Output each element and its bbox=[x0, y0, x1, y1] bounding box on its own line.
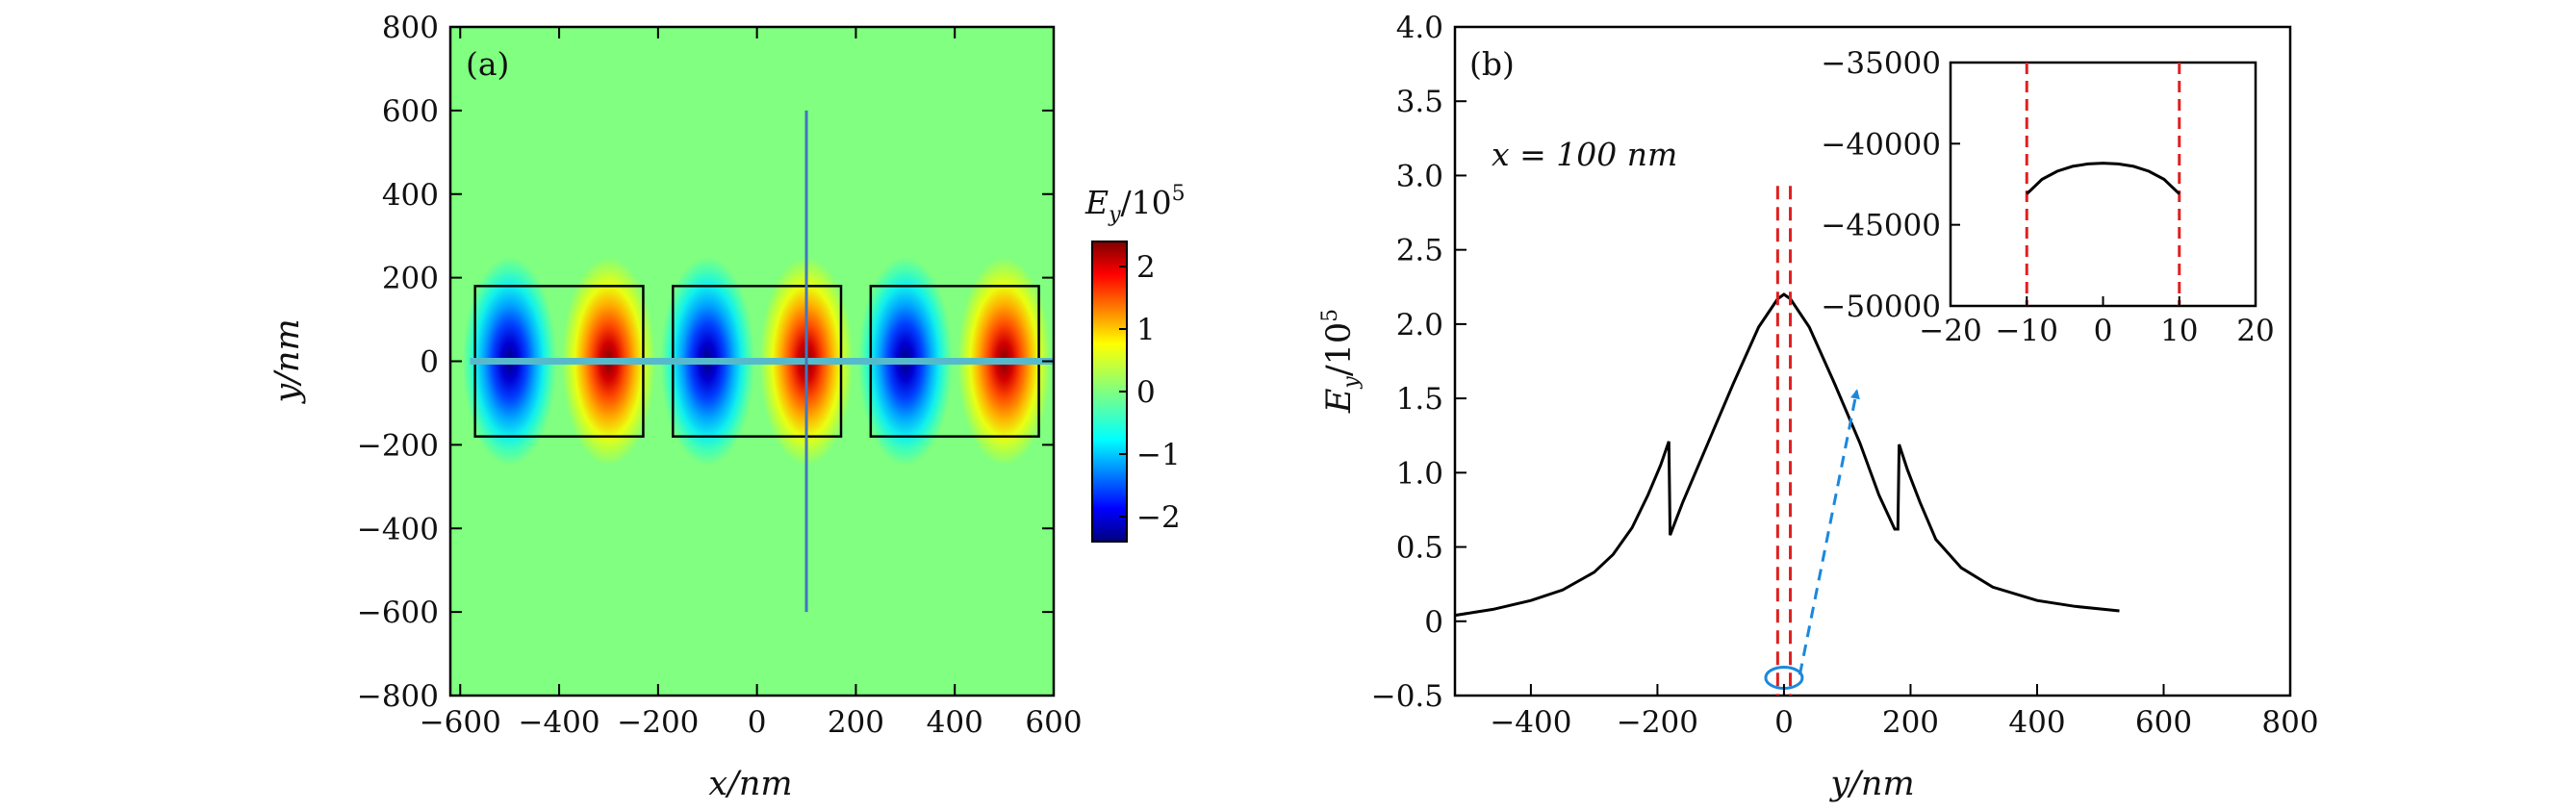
line-plot-frame bbox=[1453, 25, 2292, 697]
inset-x-tick-label: −10 bbox=[1996, 314, 2058, 348]
heatmap-area bbox=[450, 27, 1054, 696]
position-annotation: x = 100 nm bbox=[1492, 136, 1677, 173]
heatmap-x-axis-label: x/nm bbox=[708, 765, 792, 803]
inset-x-tick-label: 10 bbox=[2160, 314, 2198, 348]
x-tick-label: 600 bbox=[2135, 705, 2192, 740]
panel-b: −400 −200 0 200 400 600 800 4.03.53.02.52.01.5… bbox=[1318, 11, 2319, 803]
x-tick-label: 0 bbox=[1774, 705, 1794, 740]
y-tick-label: 0 bbox=[420, 345, 439, 380]
inset-x-tick-label: −20 bbox=[1919, 314, 1981, 348]
inset-line-series bbox=[2026, 162, 2181, 195]
line-plot-area bbox=[1455, 186, 2120, 696]
y-tick-label: −200 bbox=[357, 428, 439, 463]
inset-y-ticks: −35000 −40000 −45000 −50000 bbox=[1821, 46, 1960, 324]
y-tick-label: 800 bbox=[382, 11, 439, 45]
x-tick-label: 400 bbox=[927, 705, 983, 740]
inset-y-tick-label: −45000 bbox=[1821, 209, 1941, 243]
panel-a-label: (a) bbox=[466, 45, 509, 83]
panel-a: −600 −400 −200 0 200 400 600 800 600 400 200 0 −200… bbox=[268, 11, 1186, 803]
y-tick-label: 600 bbox=[382, 94, 439, 129]
inset-red-dashed-markers bbox=[2025, 63, 2181, 306]
colorbar: Ey/105 2 1 0 −1 −2 bbox=[1084, 182, 1186, 543]
colorbar-tick-label: −2 bbox=[1136, 500, 1181, 535]
y-tick-label: 1.5 bbox=[1396, 382, 1443, 417]
x-tick-label: −600 bbox=[420, 705, 501, 740]
y-tick-label: 0.5 bbox=[1396, 531, 1443, 566]
x-tick-label: 200 bbox=[828, 705, 884, 740]
x-tick-label: −400 bbox=[518, 705, 599, 740]
x-tick-label: −200 bbox=[617, 705, 699, 740]
x-tick-label: 200 bbox=[1882, 705, 1939, 740]
inset-y-tick-label: −50000 bbox=[1821, 290, 1941, 324]
x-tick-label: −200 bbox=[1617, 705, 1698, 740]
inset-x-ticks: −20 −10 0 10 20 bbox=[1919, 296, 2275, 348]
line-x-ticks: −400 −200 0 200 400 600 800 bbox=[1490, 684, 2319, 740]
inset-chart: −20 −10 0 10 20 −35000 −40000 −45000 −50000 bbox=[1821, 46, 2274, 348]
inset-frame bbox=[1949, 61, 2257, 308]
line-series-ey bbox=[1455, 292, 2120, 618]
y-tick-label: 4.0 bbox=[1396, 11, 1443, 45]
y-tick-label: 2.0 bbox=[1396, 308, 1443, 342]
y-tick-label: 3.5 bbox=[1396, 85, 1443, 119]
line-y-axis-label: Ey/105 bbox=[1318, 309, 1364, 414]
inset-y-tick-label: −35000 bbox=[1821, 46, 1941, 81]
panel-b-label: (b) bbox=[1469, 45, 1515, 83]
inset-x-tick-label: 0 bbox=[2094, 314, 2113, 348]
inset-x-tick-label: 20 bbox=[2236, 314, 2274, 348]
heatmap-x-ticks: −600 −400 −200 0 200 400 600 bbox=[420, 27, 1083, 740]
y-tick-label: 2.5 bbox=[1396, 234, 1443, 268]
y-tick-label: −800 bbox=[357, 679, 439, 714]
line-x-axis-label: y/nm bbox=[1828, 765, 1914, 803]
y-tick-label: 0 bbox=[1424, 605, 1443, 640]
x-tick-label: −400 bbox=[1490, 705, 1571, 740]
zoom-arrow bbox=[1798, 389, 1860, 675]
y-tick-label: 1.0 bbox=[1396, 456, 1443, 491]
y-tick-label: −0.5 bbox=[1371, 679, 1443, 714]
colorbar-title: Ey/105 bbox=[1084, 182, 1186, 227]
y-tick-label: −600 bbox=[357, 596, 439, 630]
inset-y-tick-label: −40000 bbox=[1821, 127, 1941, 162]
x-tick-label: 800 bbox=[2261, 705, 2318, 740]
y-tick-label: 3.0 bbox=[1396, 159, 1443, 193]
colorbar-ticks: 2 1 0 −1 −2 bbox=[1119, 250, 1181, 535]
y-tick-label: 200 bbox=[382, 262, 439, 296]
heatmap-y-ticks: 800 600 400 200 0 −200 −400 −600 −800 bbox=[357, 11, 1054, 714]
colorbar-tick-label: 0 bbox=[1136, 375, 1156, 410]
red-dashed-markers bbox=[1775, 186, 1793, 696]
colorbar-tick-label: 1 bbox=[1136, 313, 1156, 347]
colorbar-tick-label: −1 bbox=[1136, 438, 1181, 472]
x-tick-label: 400 bbox=[2008, 705, 2065, 740]
x-tick-label: 0 bbox=[748, 705, 767, 740]
x-tick-label: 600 bbox=[1025, 705, 1082, 740]
line-y-ticks: 4.0 3.5 3.0 2.5 2.0 1.5 1.0 0.5 0 −0.5 bbox=[1371, 11, 1467, 714]
colorbar-tick-label: 2 bbox=[1136, 250, 1156, 285]
y-tick-label: −400 bbox=[357, 512, 439, 546]
heatmap-y-axis-label: y/nm bbox=[268, 318, 307, 404]
y-tick-label: 400 bbox=[382, 178, 439, 213]
